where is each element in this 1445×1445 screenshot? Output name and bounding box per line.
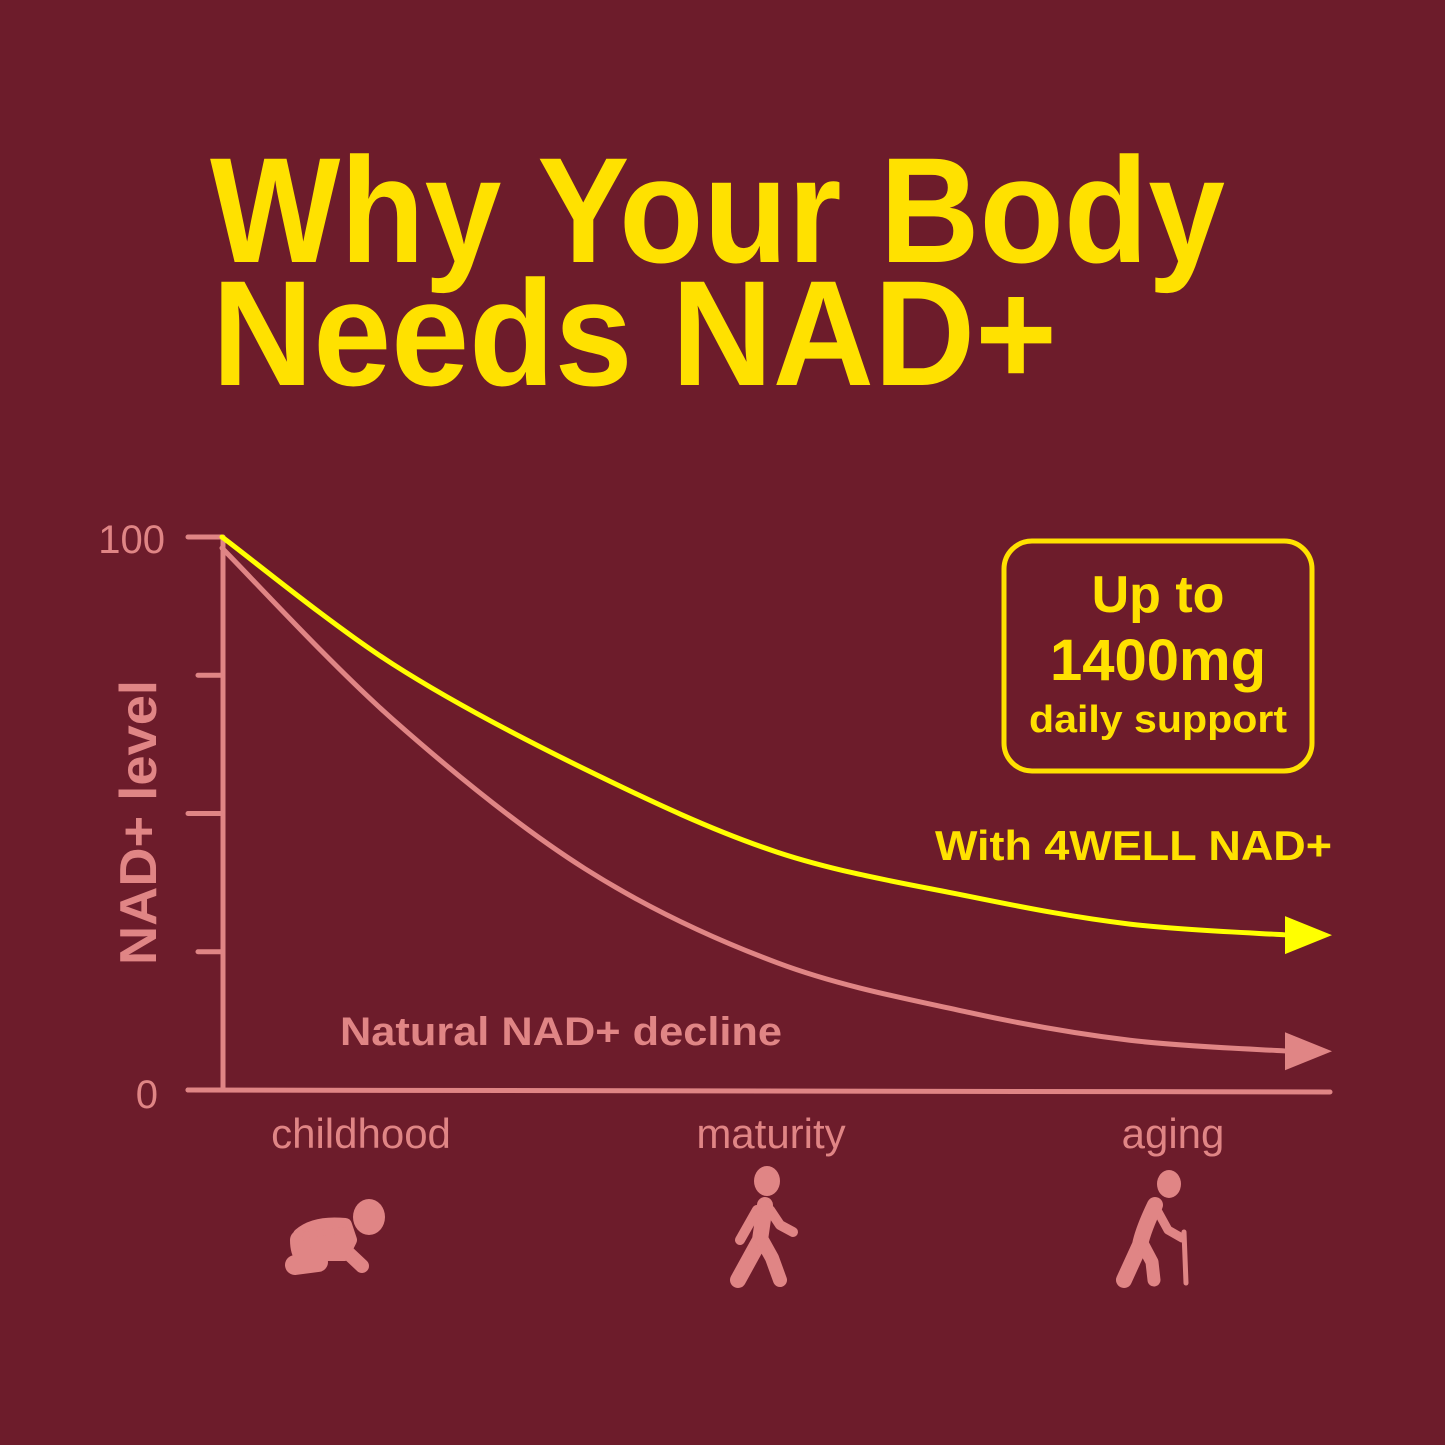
title-line-2: Needs NAD+: [212, 249, 1057, 417]
category-label-maturity: maturity: [696, 1110, 845, 1157]
badge-line-2: 1400mg: [1050, 628, 1266, 693]
supplemented-line-arrowhead: [1285, 916, 1332, 955]
supplemented-line: [219, 534, 1293, 938]
elderly-cane-icon: [1116, 1170, 1189, 1288]
title-line-1: Why Your Body: [210, 126, 1225, 294]
y-axis-label: NAD+ level: [110, 680, 168, 965]
badge-line-3: daily support: [1029, 699, 1287, 741]
walking-adult-icon: [730, 1166, 798, 1288]
y-tick-label-100: 100: [98, 518, 165, 562]
dosage-badge: Up to 1400mg daily support: [1001, 538, 1315, 774]
natural-decline-line: [219, 545, 1293, 1054]
category-label-aging: aging: [1122, 1110, 1225, 1157]
y-tick-label-0: 0: [136, 1073, 158, 1117]
crawling-baby-icon: [285, 1199, 385, 1275]
x-axis: [185, 1087, 1333, 1095]
supplemented-label: With 4WELL NAD+: [935, 822, 1332, 869]
natural-decline-line-arrowhead: [1285, 1032, 1332, 1071]
badge-line-1: Up to: [1092, 566, 1225, 624]
category-label-childhood: childhood: [271, 1110, 451, 1157]
natural-decline-label: Natural NAD+ decline: [340, 1010, 782, 1054]
